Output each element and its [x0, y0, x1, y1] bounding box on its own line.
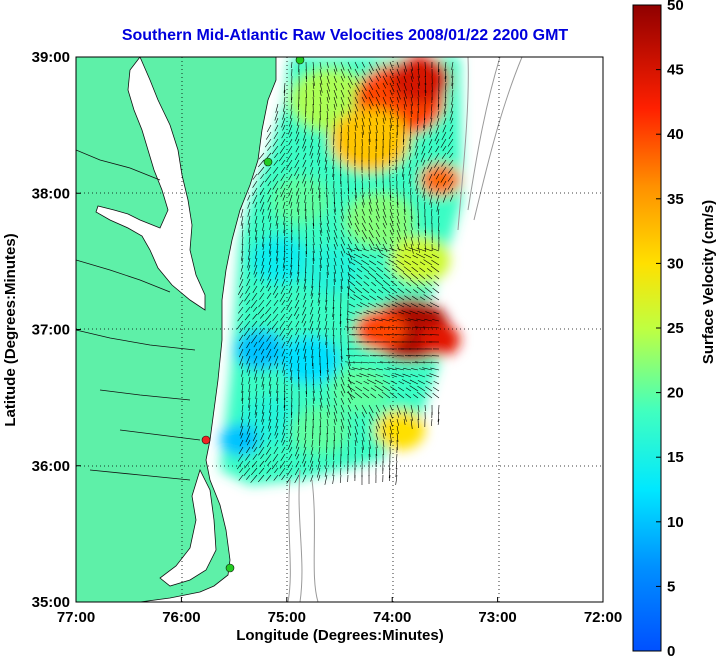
y-tick-label: 37:00: [32, 322, 70, 339]
colorbar-tick-label: 35: [667, 191, 684, 208]
y-tick-label: 38:00: [32, 185, 70, 202]
x-tick-label: 75:00: [268, 609, 306, 626]
colorbar-tick-label: 10: [667, 514, 684, 531]
x-tick-label: 76:00: [162, 609, 200, 626]
y-tick-label: 39:00: [32, 49, 70, 66]
station-marker-active: [225, 563, 235, 573]
colorbar-tick-label: 50: [667, 0, 684, 14]
land-mass: [76, 57, 277, 602]
colorbar-tick-label: 25: [667, 320, 684, 337]
colorbar-label: Surface Velocity (cm/s): [700, 200, 717, 364]
colorbar-tick-label: 5: [667, 578, 675, 595]
y-tick-label: 36:00: [32, 458, 70, 475]
station-marker-inactive: [201, 435, 211, 445]
y-tick-label: 35:00: [32, 594, 70, 611]
station-marker-active: [263, 157, 273, 167]
velocity-arrows: [236, 61, 454, 486]
colorbar-tick-label: 15: [667, 449, 684, 466]
x-tick-label: 77:00: [57, 609, 95, 626]
y-axis-label: Latitude (Degrees:Minutes): [2, 233, 19, 426]
bathymetry-contours: [287, 57, 523, 602]
graticule-grid: [76, 57, 603, 602]
colorbar-tick-label: 45: [667, 62, 684, 79]
map-title: Southern Mid-Atlantic Raw Velocities 200…: [122, 27, 569, 44]
colorbar-tick-label: 20: [667, 385, 684, 402]
colorbar-tick-label: 0: [667, 643, 675, 659]
colorbar-tick-label: 40: [667, 126, 684, 143]
x-tick-label: 72:00: [584, 609, 622, 626]
x-tick-label: 73:00: [478, 609, 516, 626]
colorbar-tick-label: 30: [667, 255, 684, 272]
station-marker-active: [295, 57, 305, 65]
x-axis-label: Longitude (Degrees:Minutes): [236, 627, 444, 644]
x-tick-label: 74:00: [373, 609, 411, 626]
x-axis-ticks: 77:00 76:00 75:00 74:00 73:00 72:00: [57, 597, 622, 626]
y-axis-ticks: 39:00 38:00 37:00 36:00 35:00: [32, 49, 81, 611]
